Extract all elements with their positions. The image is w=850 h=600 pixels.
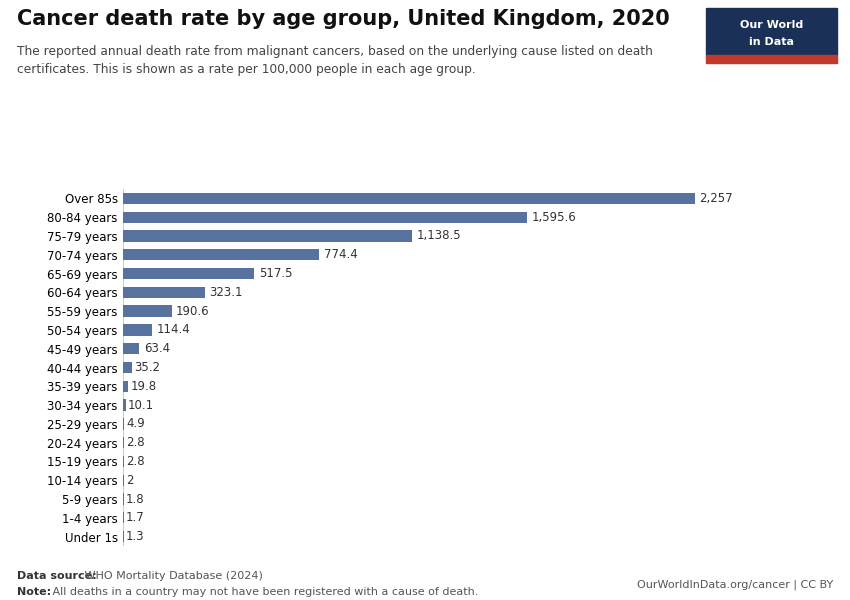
Bar <box>123 343 139 355</box>
Text: 1.3: 1.3 <box>126 530 144 543</box>
Bar <box>123 249 320 260</box>
Text: Our World: Our World <box>740 20 803 31</box>
Text: 323.1: 323.1 <box>210 286 243 299</box>
Text: 517.5: 517.5 <box>259 267 292 280</box>
Bar <box>123 268 254 279</box>
Text: 1.8: 1.8 <box>126 493 144 506</box>
Text: The reported annual death rate from malignant cancers, based on the underlying c: The reported annual death rate from mali… <box>17 45 653 76</box>
Text: 774.4: 774.4 <box>324 248 358 261</box>
Text: 2,257: 2,257 <box>700 192 734 205</box>
Bar <box>123 400 126 411</box>
Text: 114.4: 114.4 <box>156 323 190 337</box>
Text: Data source:: Data source: <box>17 571 97 581</box>
Text: 1.7: 1.7 <box>126 511 144 524</box>
Bar <box>123 324 152 335</box>
Bar <box>123 418 124 430</box>
Bar <box>706 55 837 63</box>
Text: 2.8: 2.8 <box>126 455 144 468</box>
Text: in Data: in Data <box>749 37 794 47</box>
Text: 2: 2 <box>126 474 133 487</box>
Text: Note:: Note: <box>17 587 51 597</box>
Text: 63.4: 63.4 <box>144 342 170 355</box>
Text: 1,138.5: 1,138.5 <box>416 229 461 242</box>
Text: 10.1: 10.1 <box>128 398 154 412</box>
Bar <box>123 362 132 373</box>
Bar <box>123 230 411 242</box>
Text: 19.8: 19.8 <box>130 380 156 393</box>
Bar <box>123 212 528 223</box>
Text: 4.9: 4.9 <box>127 418 145 430</box>
Text: WHO Mortality Database (2024): WHO Mortality Database (2024) <box>81 571 263 581</box>
Text: All deaths in a country may not have been registered with a cause of death.: All deaths in a country may not have bee… <box>49 587 479 597</box>
Bar <box>123 287 205 298</box>
Bar <box>123 305 172 317</box>
Bar <box>123 380 128 392</box>
Bar <box>123 193 695 204</box>
Text: 1,595.6: 1,595.6 <box>532 211 577 224</box>
Text: OurWorldInData.org/cancer | CC BY: OurWorldInData.org/cancer | CC BY <box>637 579 833 589</box>
Text: 35.2: 35.2 <box>134 361 160 374</box>
Text: 190.6: 190.6 <box>176 305 210 317</box>
Bar <box>706 8 837 55</box>
Text: Cancer death rate by age group, United Kingdom, 2020: Cancer death rate by age group, United K… <box>17 9 670 29</box>
Text: 2.8: 2.8 <box>126 436 144 449</box>
